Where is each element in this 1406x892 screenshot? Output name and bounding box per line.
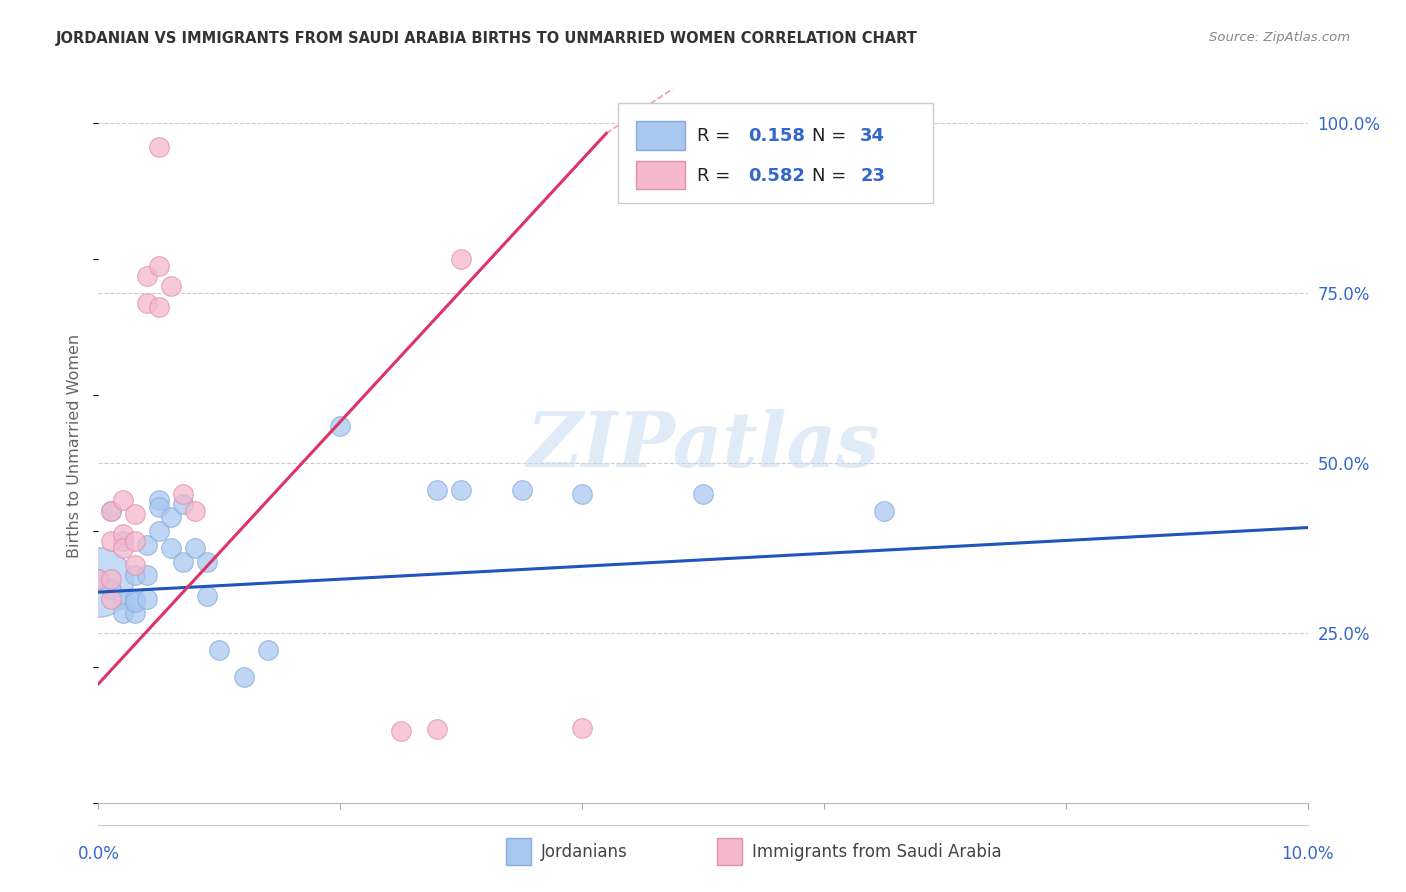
Point bbox=[135, 568, 157, 582]
Point bbox=[184, 541, 207, 555]
Point bbox=[100, 503, 122, 517]
Text: Immigrants from Saudi Arabia: Immigrants from Saudi Arabia bbox=[752, 843, 1002, 861]
Text: JORDANIAN VS IMMIGRANTS FROM SAUDI ARABIA BIRTHS TO UNMARRIED WOMEN CORRELATION : JORDANIAN VS IMMIGRANTS FROM SAUDI ARABI… bbox=[56, 31, 918, 46]
Point bbox=[135, 296, 157, 310]
Bar bbox=[637, 161, 685, 189]
Point bbox=[426, 483, 449, 498]
Point bbox=[100, 503, 122, 517]
Point bbox=[124, 507, 146, 521]
Point bbox=[873, 503, 896, 517]
FancyBboxPatch shape bbox=[619, 103, 932, 203]
Text: N =: N = bbox=[811, 168, 852, 186]
Point bbox=[195, 555, 218, 569]
Point bbox=[124, 595, 146, 609]
Point bbox=[148, 300, 170, 314]
Point bbox=[100, 582, 122, 596]
Point bbox=[135, 591, 157, 606]
Text: Source: ZipAtlas.com: Source: ZipAtlas.com bbox=[1209, 31, 1350, 45]
Point bbox=[450, 483, 472, 498]
Text: R =: R = bbox=[697, 127, 735, 145]
Point bbox=[172, 486, 194, 500]
Text: 10.0%: 10.0% bbox=[1281, 845, 1334, 863]
Point bbox=[148, 140, 170, 154]
Point bbox=[426, 723, 449, 737]
Y-axis label: Births to Unmarried Women: Births to Unmarried Women bbox=[67, 334, 83, 558]
Point bbox=[160, 510, 183, 524]
Point bbox=[148, 524, 170, 538]
Point bbox=[510, 483, 533, 498]
Point bbox=[692, 486, 714, 500]
Point bbox=[148, 493, 170, 508]
Point bbox=[111, 493, 134, 508]
Point bbox=[100, 534, 122, 549]
Point bbox=[148, 259, 170, 273]
Point bbox=[148, 500, 170, 515]
Point bbox=[160, 541, 183, 555]
Point bbox=[111, 527, 134, 541]
Point bbox=[135, 269, 157, 284]
Text: 0.582: 0.582 bbox=[748, 168, 804, 186]
Point bbox=[124, 591, 146, 606]
Point bbox=[111, 606, 134, 620]
Text: 0.158: 0.158 bbox=[748, 127, 804, 145]
Point bbox=[256, 643, 278, 657]
Point bbox=[571, 486, 593, 500]
Text: 23: 23 bbox=[860, 168, 886, 186]
Bar bbox=[637, 121, 685, 150]
Point bbox=[195, 589, 218, 603]
Point bbox=[87, 572, 110, 586]
Point bbox=[111, 534, 134, 549]
Point bbox=[208, 643, 231, 657]
Point bbox=[135, 537, 157, 551]
Text: 0.0%: 0.0% bbox=[77, 845, 120, 863]
Point bbox=[124, 568, 146, 582]
Text: R =: R = bbox=[697, 168, 735, 186]
Text: N =: N = bbox=[811, 127, 852, 145]
Text: Jordanians: Jordanians bbox=[541, 843, 628, 861]
Text: 34: 34 bbox=[860, 127, 886, 145]
Point bbox=[111, 591, 134, 606]
Point bbox=[184, 503, 207, 517]
Point bbox=[389, 724, 412, 739]
Point bbox=[124, 606, 146, 620]
Point bbox=[87, 572, 110, 586]
Point bbox=[571, 721, 593, 735]
Point bbox=[172, 497, 194, 511]
Text: ZIPatlas: ZIPatlas bbox=[526, 409, 880, 483]
Point bbox=[100, 572, 122, 586]
Point bbox=[124, 534, 146, 549]
Point bbox=[160, 279, 183, 293]
Point bbox=[124, 558, 146, 572]
Point bbox=[329, 418, 352, 433]
Point bbox=[172, 555, 194, 569]
Point bbox=[87, 574, 110, 589]
Point bbox=[100, 591, 122, 606]
Point bbox=[232, 670, 254, 684]
Point bbox=[111, 541, 134, 555]
Point bbox=[450, 252, 472, 266]
